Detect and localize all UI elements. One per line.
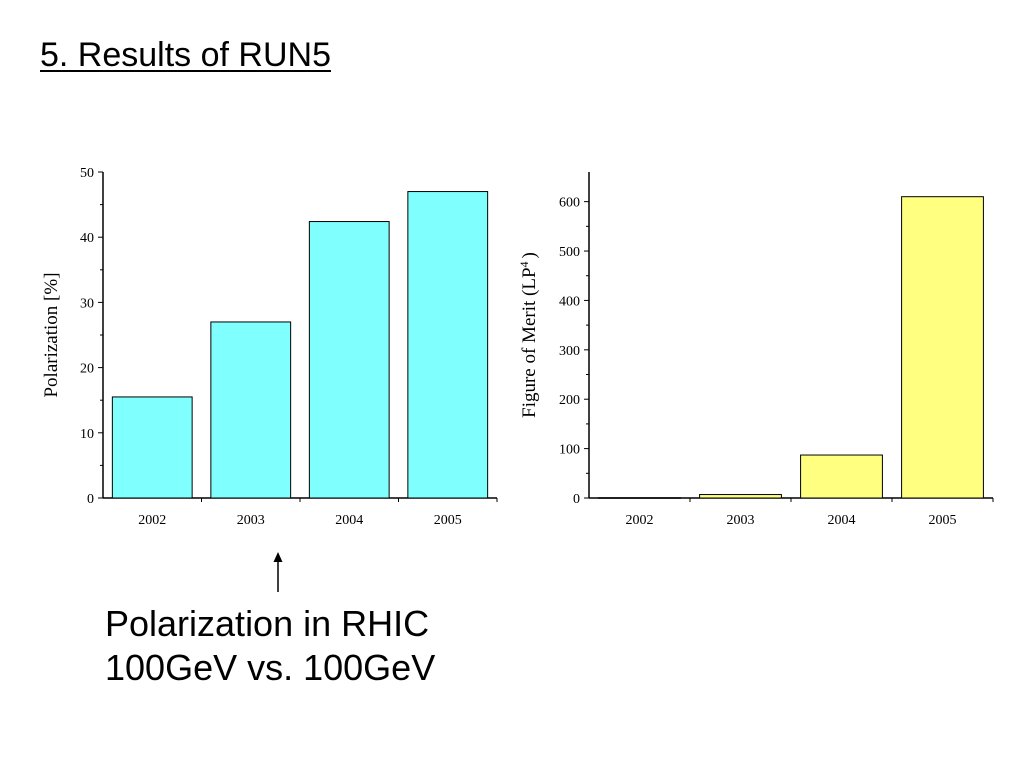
fom-y-axis-title: Figure of Merit (LP4) [517, 252, 540, 418]
fom-y-tick-label: 0 [573, 492, 580, 507]
polarization-y-tick-label: 50 [80, 166, 94, 181]
caption-line-2: 100GeV vs. 100GeV [105, 647, 436, 688]
polarization-chart: 0 10 20 30 40 50 2002 2003 2004 2005 Polarization … [41, 166, 498, 528]
polarization-x-tick-label: 2005 [434, 513, 462, 528]
fom-y-tick-label: 400 [559, 294, 580, 309]
polarization-x-tick-label: 2002 [138, 513, 166, 528]
polarization-x-tick-label: 2004 [335, 513, 363, 528]
fom-y-tick-label: 100 [559, 443, 580, 458]
fom-x-tick-label: 2002 [626, 513, 654, 528]
fom-bar-2005 [901, 196, 984, 499]
fom-bar-2002 [598, 497, 681, 499]
polarization-y-tick-label: 40 [80, 231, 94, 246]
fom-y-tick-label: 300 [559, 344, 580, 359]
polarization-y-axis-title: Polarization [%] [41, 272, 62, 397]
polarization-bar-2002 [111, 396, 193, 499]
polarization-y-tick-label: 30 [80, 296, 94, 311]
polarization-y-tick-label: 20 [80, 362, 94, 377]
fom-x-tick-label: 2003 [727, 513, 755, 528]
caption: Polarization in RHIC 100GeV vs. 100GeV [105, 602, 435, 690]
fom-chart: 0 100 200 300 400 500 600 2002 2003 2004 2005 Figur… [517, 172, 994, 528]
fom-y-tick-label: 500 [559, 245, 580, 260]
fom-y-tick-label: 200 [559, 393, 580, 408]
fom-y-tick-label: 600 [559, 196, 580, 211]
polarization-bar-2005 [407, 191, 489, 499]
slide-title: 5. Results of RUN5 [40, 36, 331, 74]
polarization-bar-2003 [210, 321, 292, 499]
fom-bar-2003 [699, 494, 782, 499]
fom-x-tick-label: 2005 [929, 513, 957, 528]
polarization-bar-2004 [308, 221, 390, 499]
arrow-icon [273, 552, 283, 592]
fom-bar-2004 [800, 454, 883, 499]
fom-x-tick-label: 2004 [828, 513, 856, 528]
caption-line-1: Polarization in RHIC [105, 603, 430, 644]
polarization-x-tick-label: 2003 [237, 513, 265, 528]
polarization-y-tick-label: 10 [80, 427, 94, 442]
polarization-y-tick-label: 0 [87, 492, 94, 507]
